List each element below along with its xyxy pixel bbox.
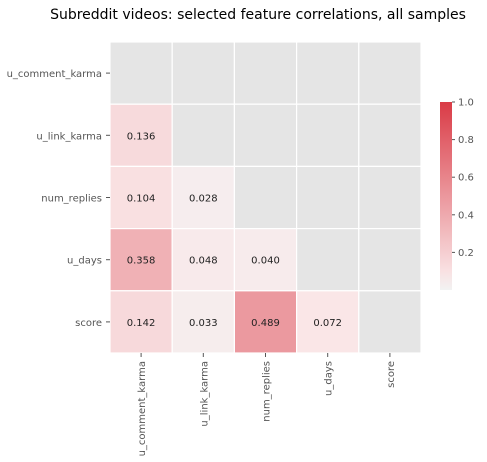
column-label: u_link_karma	[199, 361, 210, 427]
chart-title: Subreddit videos: selected feature corre…	[50, 7, 466, 23]
heatmap-cell	[171, 165, 235, 230]
column-label: score	[386, 361, 397, 388]
heatmap-cell	[109, 103, 173, 167]
heatmap-cell	[358, 165, 422, 230]
row-label: num_replies	[41, 194, 102, 205]
heatmap-cell	[358, 290, 422, 354]
column-labels: u_comment_karma u_link_karma num_replies u_…	[137, 353, 397, 456]
heatmap-cell	[233, 103, 298, 167]
heatmap-cell	[358, 41, 422, 105]
heatmap-cell	[296, 290, 360, 354]
heatmap-cell	[233, 41, 298, 105]
cell-value-label: 0.489	[251, 318, 280, 329]
heatmap-cell	[358, 103, 422, 167]
heatmap-cell	[109, 165, 173, 230]
cell-value-label: 0.136	[127, 131, 156, 142]
colorbar-tick-label: 1.0	[458, 98, 474, 109]
heatmap-cell	[233, 290, 298, 354]
heatmap-cell	[233, 165, 298, 230]
row-label: u_link_karma	[36, 131, 102, 142]
heatmap-cell	[171, 41, 235, 105]
heatmap-cell	[358, 228, 422, 292]
heatmap-cell	[296, 103, 360, 167]
column-label: num_replies	[262, 361, 273, 422]
heatmap-cell	[171, 103, 235, 167]
cell-value-label: 0.104	[127, 194, 156, 205]
colorbar-gradient	[440, 102, 452, 290]
column-label: u_comment_karma	[137, 361, 148, 456]
colorbar-tick-label: 0.2	[458, 248, 474, 259]
row-labels: u_comment_karma u_link_karma num_replies u_…	[7, 69, 110, 329]
cell-value-label: 0.040	[251, 256, 280, 267]
row-label: score	[75, 318, 102, 329]
row-label: u_days	[67, 256, 102, 267]
heatmap-cell	[171, 290, 235, 354]
heatmap-cell	[109, 41, 173, 105]
heatmap-cell	[296, 165, 360, 230]
cell-value-label: 0.142	[127, 318, 156, 329]
column-label: u_days	[324, 361, 335, 396]
heatmap-cells: 0.136 0.104 0.028 0.358 0.048 0.040 0.142 0.033…	[109, 41, 422, 354]
colorbar: 0.2 0.4 0.6 0.8 1.0	[440, 98, 474, 290]
colorbar-tick-label: 0.6	[458, 173, 474, 184]
heatmap-cell	[296, 228, 360, 292]
cell-value-label: 0.072	[313, 318, 342, 329]
row-label: u_comment_karma	[7, 69, 102, 80]
colorbar-tick-label: 0.8	[458, 135, 474, 146]
colorbar-tick-label: 0.4	[458, 210, 474, 221]
heatmap-cell	[296, 41, 360, 105]
cell-value-label: 0.048	[189, 256, 218, 267]
cell-value-label: 0.028	[189, 194, 218, 205]
cell-value-label: 0.358	[127, 256, 156, 267]
cell-value-label: 0.033	[189, 318, 218, 329]
